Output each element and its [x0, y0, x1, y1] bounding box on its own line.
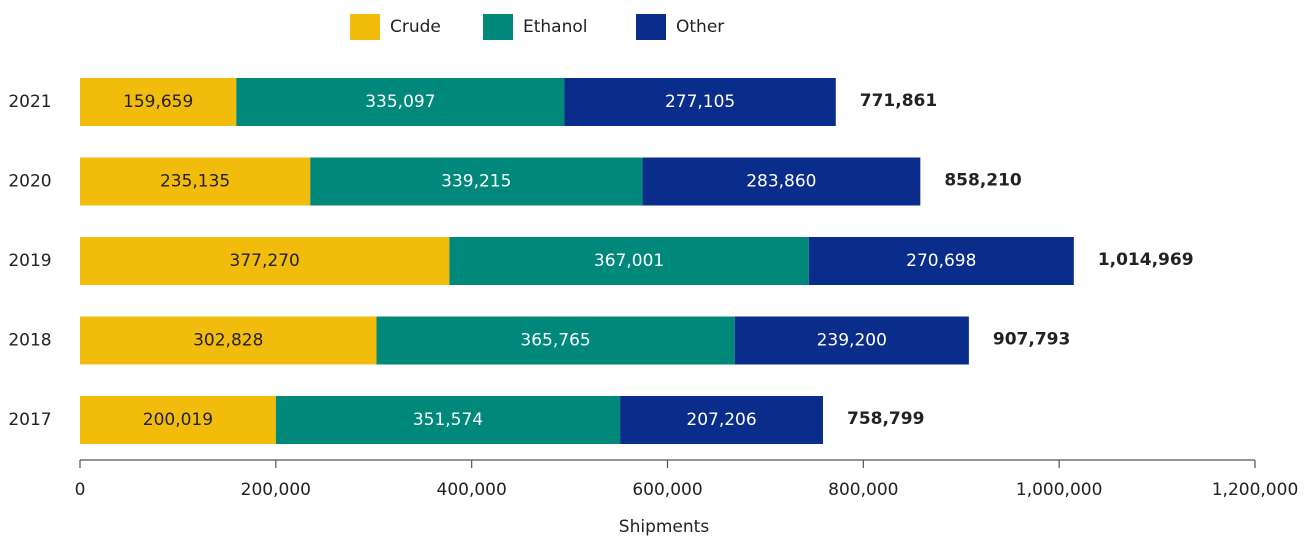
bar-segment	[734, 316, 969, 365]
data-label: 270,698	[906, 251, 976, 271]
bar-segment	[80, 237, 450, 285]
bar-segment	[275, 396, 621, 444]
legend-label: Crude	[390, 17, 441, 37]
legend-swatch	[350, 14, 380, 40]
data-label: 283,860	[746, 172, 816, 192]
data-label: 339,215	[441, 172, 511, 192]
data-label: 235,135	[160, 172, 230, 192]
data-label: 302,828	[193, 331, 263, 351]
y-tick-label: 2019	[8, 251, 51, 271]
legend-label: Other	[676, 17, 724, 37]
data-label: 207,206	[686, 410, 756, 430]
x-tick-label: 600,000	[632, 480, 702, 500]
legend-swatch	[636, 14, 666, 40]
bar-segment	[80, 316, 377, 365]
data-label: 365,765	[520, 331, 590, 351]
y-tick-label: 2021	[8, 92, 51, 112]
y-tick-label: 2017	[8, 410, 51, 430]
total-label: 858,210	[944, 171, 1022, 191]
x-tick-label: 1,200,000	[1212, 480, 1299, 500]
x-tick-label: 800,000	[828, 480, 898, 500]
bar-segment	[642, 157, 921, 206]
x-tick-label: 0	[75, 480, 86, 500]
total-label: 771,861	[860, 91, 937, 111]
total-label: 1,014,969	[1098, 250, 1194, 270]
bar-segment	[80, 78, 237, 126]
y-tick-label: 2020	[8, 172, 51, 192]
bar-segment	[236, 78, 565, 126]
x-tick-label: 1,000,000	[1016, 480, 1103, 500]
data-label: 351,574	[413, 410, 483, 430]
bar-segment	[564, 78, 836, 126]
data-label: 277,105	[665, 92, 735, 112]
x-tick-label: 400,000	[437, 480, 507, 500]
total-label: 758,799	[847, 409, 924, 429]
bar-segment	[376, 316, 735, 365]
data-label: 200,019	[143, 410, 213, 430]
bar-segment	[310, 157, 643, 206]
total-label: 907,793	[993, 330, 1070, 350]
bar-segment	[449, 237, 809, 285]
bar-segment	[80, 157, 311, 206]
bar-segment	[808, 237, 1074, 285]
x-tick-label: 200,000	[241, 480, 311, 500]
bar-segment	[620, 396, 823, 444]
legend-label: Ethanol	[523, 17, 588, 37]
bar-segment	[80, 396, 276, 444]
data-label: 377,270	[230, 251, 300, 271]
y-tick-label: 2018	[8, 331, 51, 351]
legend-swatch	[483, 14, 513, 40]
data-label: 239,200	[817, 331, 887, 351]
x-axis-title: Shipments	[619, 517, 710, 537]
data-label: 335,097	[365, 92, 435, 112]
data-label: 367,001	[594, 251, 664, 271]
data-label: 159,659	[123, 92, 193, 112]
